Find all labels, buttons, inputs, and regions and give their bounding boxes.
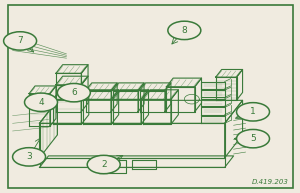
Text: 4: 4 <box>38 98 44 107</box>
Ellipse shape <box>25 93 58 111</box>
Text: 8: 8 <box>182 26 187 35</box>
Text: 2: 2 <box>101 160 106 169</box>
Ellipse shape <box>4 32 37 50</box>
Ellipse shape <box>236 103 269 121</box>
Text: 7: 7 <box>17 36 23 45</box>
Text: 6: 6 <box>71 88 77 97</box>
Ellipse shape <box>13 148 46 166</box>
Ellipse shape <box>236 130 269 148</box>
Text: 5: 5 <box>250 134 256 143</box>
Text: D.419.203: D.419.203 <box>252 179 289 185</box>
Ellipse shape <box>87 155 120 174</box>
Text: 3: 3 <box>26 152 32 161</box>
Ellipse shape <box>168 21 201 40</box>
Ellipse shape <box>57 83 90 102</box>
Text: 1: 1 <box>250 107 256 116</box>
